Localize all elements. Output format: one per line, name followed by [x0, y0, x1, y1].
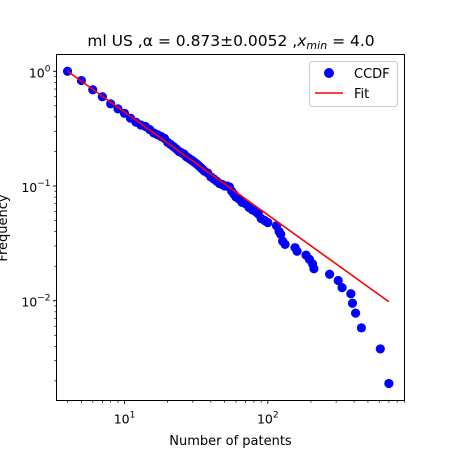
chart-title: ml US ,α = 0.873±0.0052 ,xmin = 4.0 — [87, 32, 374, 52]
ccdf-point-70 — [348, 299, 357, 308]
legend-ccdf-label: CCDF — [354, 67, 390, 82]
y-axis-label: Frequency — [0, 194, 11, 261]
legend-ccdf-marker — [324, 68, 334, 78]
ccdf-point-59 — [280, 240, 289, 249]
ccdf-point-73 — [376, 344, 385, 353]
ccdf-point-66 — [325, 270, 334, 279]
ccdf-point-72 — [357, 323, 366, 332]
ccdf-point-65 — [309, 264, 318, 273]
ccdf-point-74 — [384, 379, 393, 388]
x-axis-label: Number of patents — [169, 434, 292, 449]
legend: CCDF Fit — [310, 62, 398, 107]
ccdf-point-69 — [346, 289, 355, 298]
ccdf-point-71 — [351, 309, 360, 318]
ccdf-point-61 — [292, 247, 301, 256]
ccdf-point-68 — [337, 283, 346, 292]
legend-fit-label: Fit — [354, 87, 369, 102]
ccdf-point-54 — [263, 218, 272, 227]
